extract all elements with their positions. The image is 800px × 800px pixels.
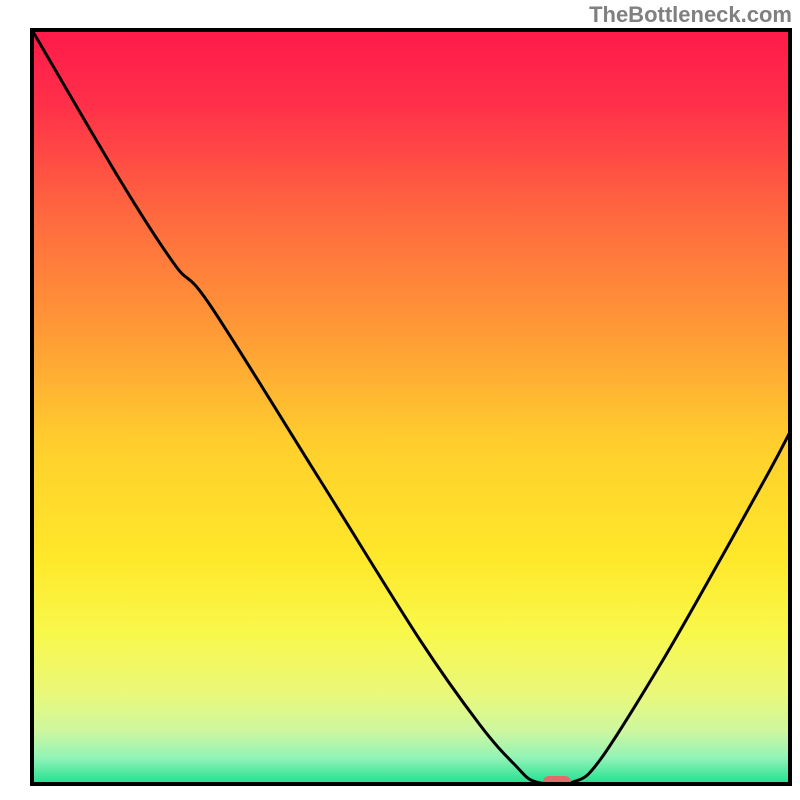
gradient-background [32,30,790,784]
chart-container: TheBottleneck.com [0,0,800,800]
watermark-text: TheBottleneck.com [589,2,792,28]
bottleneck-chart [0,0,800,800]
